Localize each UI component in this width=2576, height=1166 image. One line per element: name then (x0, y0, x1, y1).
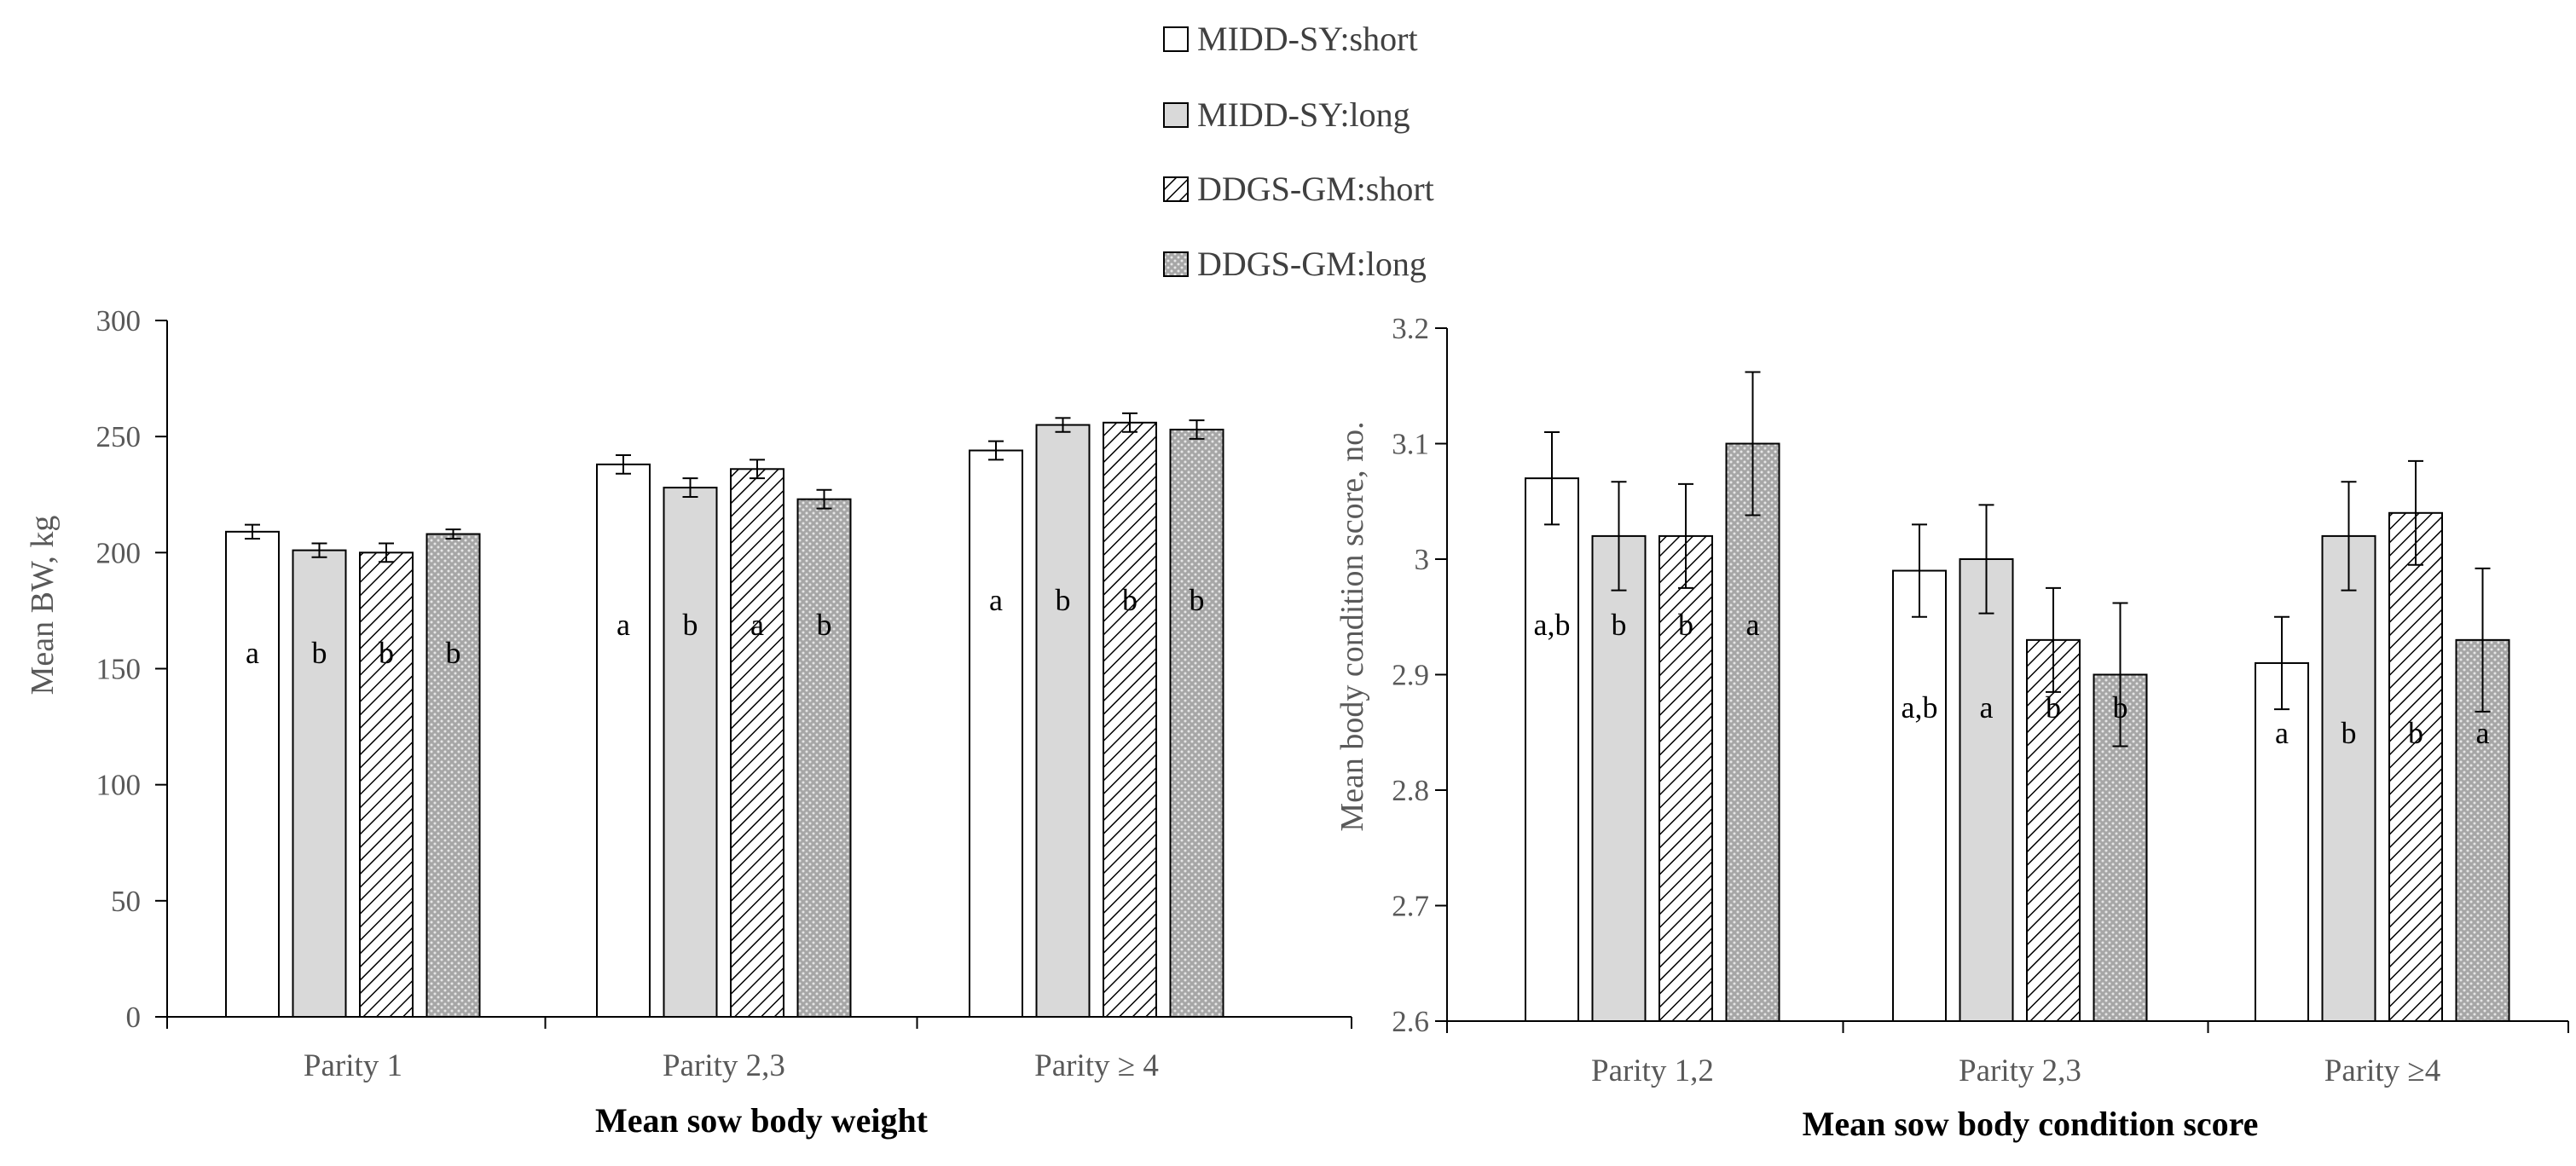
significance-letter: a (750, 608, 764, 642)
bar (1525, 477, 1579, 1022)
category-label: Parity ≥4 (2324, 1053, 2440, 1088)
bar (730, 468, 784, 1018)
significance-letter: a,b (1902, 690, 1938, 724)
significance-letter: b (446, 636, 461, 670)
legend-label: MIDD-SY:short (1197, 20, 1418, 58)
y-tick-label: 300 (96, 304, 142, 338)
bar (796, 498, 852, 1018)
bar (425, 533, 481, 1018)
significance-letter: b (1122, 583, 1137, 617)
significance-letter: b (2408, 716, 2423, 750)
bar (2388, 511, 2443, 1022)
significance-letter: a (1980, 690, 1994, 724)
y-tick-label: 150 (96, 653, 142, 686)
y-tick-label: 2.7 (1392, 890, 1429, 923)
bar (2321, 534, 2376, 1022)
bar (1591, 534, 1647, 1022)
y-tick-label: 250 (96, 420, 142, 453)
bcs-y-axis-title: Mean body condition score, no. (1334, 421, 1370, 831)
significance-letter: a,b (1534, 608, 1571, 642)
bar (1035, 424, 1091, 1018)
bar (969, 449, 1023, 1018)
y-tick-label: 2.9 (1392, 659, 1429, 692)
significance-letter: a (617, 608, 630, 642)
bcs-x-axis-title: Mean sow body condition score (1803, 1105, 2259, 1143)
significance-letter: a (246, 636, 259, 670)
significance-letter: a (2476, 716, 2490, 750)
significance-letter: a (2275, 716, 2289, 750)
legend-swatch (1163, 26, 1189, 52)
category-label: Parity 2,3 (663, 1048, 785, 1083)
significance-letter: b (2046, 690, 2061, 724)
legend-swatch (1163, 102, 1189, 128)
bar (1725, 442, 1780, 1022)
y-tick-label: 3.1 (1392, 428, 1429, 461)
y-tick-label: 2.8 (1392, 774, 1429, 807)
bar (2255, 661, 2309, 1022)
y-tick-label: 3 (1415, 543, 1430, 576)
significance-letter: b (312, 636, 327, 670)
y-tick-label: 200 (96, 536, 142, 569)
bw-x-axis-title: Mean sow body weight (595, 1101, 929, 1140)
category-label: Parity 2,3 (1959, 1053, 2081, 1088)
significance-letter: a (989, 583, 1003, 617)
body-condition-chart: 2.6 2.7 2.8 2.9 3 3.1 3.2 Parity 1,2 a,b b b a Parit… (1392, 312, 2569, 1088)
bar (1892, 569, 1947, 1022)
legend: MIDD-SY:short MIDD-SY:long DDGS-GM:short DD… (1163, 20, 1434, 283)
significance-letter: b (2342, 716, 2357, 750)
significance-letter: b (1678, 608, 1693, 642)
significance-letter: b (683, 608, 698, 642)
bw-y-axis-title: Mean BW, kg (25, 516, 61, 696)
bar (2026, 638, 2081, 1022)
category-label: Parity 1 (304, 1048, 402, 1083)
y-tick-label: 100 (96, 769, 142, 802)
bar (292, 549, 347, 1018)
bar (1658, 534, 1713, 1022)
significance-letter: b (1056, 583, 1071, 617)
legend-label: MIDD-SY:long (1197, 95, 1410, 134)
legend-label: DDGS-GM:short (1197, 170, 1434, 208)
bar (663, 487, 718, 1018)
bar (1959, 558, 2014, 1022)
body-weight-chart: 0 50 100 150 200 250 300 Parity 1 a b b b Parity 2,3… (96, 304, 1352, 1083)
y-tick-label: 3.2 (1392, 312, 1429, 345)
bar (596, 463, 651, 1018)
significance-letter: b (2113, 690, 2128, 724)
significance-letter: a (1746, 608, 1760, 642)
category-label: Parity ≥ 4 (1034, 1048, 1159, 1083)
y-tick-label: 0 (126, 1001, 142, 1034)
bar (1103, 421, 1157, 1018)
category-label: Parity 1,2 (1591, 1053, 1714, 1088)
significance-letter: b (379, 636, 394, 670)
legend-swatch (1163, 251, 1189, 277)
y-tick-label: 2.6 (1392, 1005, 1429, 1038)
significance-letter: b (817, 608, 832, 642)
bar (359, 551, 414, 1018)
legend-swatch (1163, 176, 1189, 202)
y-tick-label: 50 (111, 885, 141, 918)
legend-label: DDGS-GM:long (1197, 245, 1427, 283)
bar (225, 530, 280, 1018)
significance-letter: b (1190, 583, 1205, 617)
bar (1169, 428, 1224, 1019)
significance-letter: b (1612, 608, 1627, 642)
